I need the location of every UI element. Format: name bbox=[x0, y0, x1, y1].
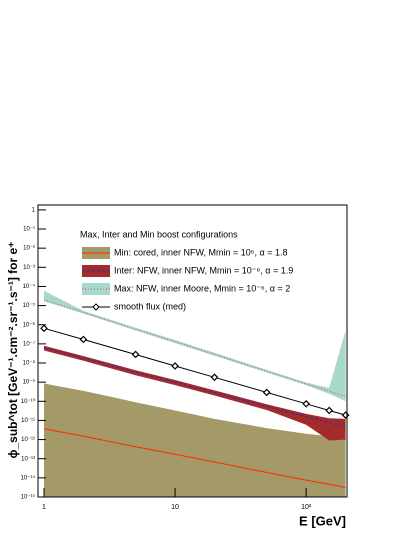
series-line bbox=[43, 299, 346, 398]
legend-label: Inter: NFW, inner NFW, Mmin = 10⁻⁶, α = … bbox=[114, 265, 293, 275]
marker bbox=[325, 406, 334, 415]
marker bbox=[79, 335, 88, 344]
plot-frame bbox=[37, 204, 348, 498]
x-tick-label: 1 bbox=[42, 504, 46, 511]
y-tick-label: 10⁻¹⁰ bbox=[21, 398, 36, 405]
y-tick-label: 10⁻³ bbox=[23, 265, 35, 271]
y-tick-label: 10⁻¹¹ bbox=[21, 418, 35, 424]
x-tick-label: 10 bbox=[171, 504, 179, 511]
marker bbox=[302, 399, 310, 408]
x-tick-label: 10² bbox=[301, 504, 312, 511]
y-tick-label: 10⁻⁶ bbox=[23, 321, 36, 328]
legend-label: Min: cored, inner NFW, Mmin = 10⁶, α = 1… bbox=[114, 247, 287, 257]
band bbox=[44, 383, 346, 497]
y-tick-label: 10⁻⁴ bbox=[23, 283, 36, 290]
legend-title: Max, Inter and Min boost configurations bbox=[80, 229, 238, 239]
y-axis-title: ϕ_sub^tot [GeV⁻¹.cm⁻².sr⁻¹.s⁻¹] for e⁺ bbox=[6, 241, 20, 458]
marker bbox=[131, 350, 140, 359]
y-tick-label: 10⁻⁷ bbox=[23, 340, 35, 347]
legend-swatch bbox=[82, 283, 110, 295]
y-tick-label: 10⁻¹⁴ bbox=[21, 474, 36, 481]
y-tick-label: 10⁻⁸ bbox=[23, 360, 36, 367]
y-tick-label: 10⁻¹³ bbox=[21, 456, 35, 462]
legend-label: smooth flux (med) bbox=[114, 301, 186, 311]
series-line bbox=[43, 428, 346, 489]
marker bbox=[262, 388, 271, 397]
marker bbox=[210, 373, 219, 382]
y-tick-label: 10⁻² bbox=[23, 246, 35, 252]
legend-swatch bbox=[82, 265, 110, 277]
marker bbox=[40, 324, 48, 333]
legend-label: Max: NFW, inner Moore, Mmin = 10⁻⁶, α = … bbox=[114, 283, 290, 293]
y-tick-label: 10⁻⁹ bbox=[23, 379, 36, 386]
y-tick-label: 10⁻⁵ bbox=[23, 302, 36, 309]
legend-marker bbox=[92, 303, 100, 311]
marker bbox=[171, 362, 179, 370]
series-line bbox=[43, 347, 346, 428]
y-tick-label: 10⁻¹² bbox=[21, 437, 35, 443]
y-tick-label: 10⁻¹ bbox=[23, 227, 35, 233]
band bbox=[44, 345, 346, 441]
y-tick-label: 1 bbox=[32, 207, 36, 213]
y-tick-label: 10⁻¹⁵ bbox=[21, 494, 36, 501]
x-axis-title: E [GeV] bbox=[299, 513, 346, 528]
